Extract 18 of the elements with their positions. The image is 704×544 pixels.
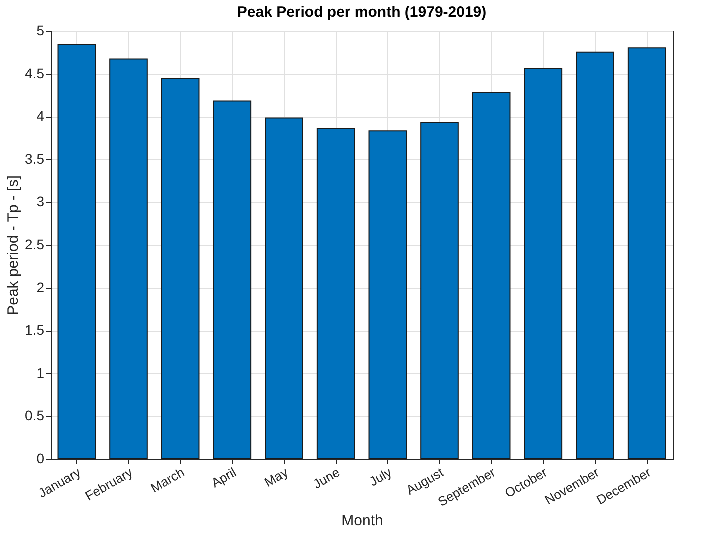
y-tick-label: 2	[36, 279, 45, 296]
y-tick-label: 5	[36, 22, 45, 38]
y-tick-label: 0.5	[25, 408, 45, 424]
y-tick-label: 4.5	[25, 65, 45, 82]
y-tick-label: 1.5	[25, 322, 45, 338]
y-tick-label: 4	[36, 108, 45, 124]
y-axis-title: Peak period - Tp - [s]	[5, 176, 22, 316]
x-axis-title: Month	[342, 512, 384, 530]
y-tick-label: 3.5	[25, 150, 45, 167]
y-tick-label: 0	[36, 450, 45, 466]
x-tick-label: June	[310, 464, 343, 492]
y-tick-label: 3	[36, 194, 45, 210]
y-tick-label: 1	[36, 364, 45, 381]
y-tick-label: 2.5	[25, 236, 45, 252]
x-tick-label: April	[208, 464, 240, 491]
x-tick-label: May	[262, 464, 292, 490]
chart-title: Peak Period per month (1979-2019)	[237, 4, 487, 21]
x-tick-label: July	[366, 464, 395, 490]
